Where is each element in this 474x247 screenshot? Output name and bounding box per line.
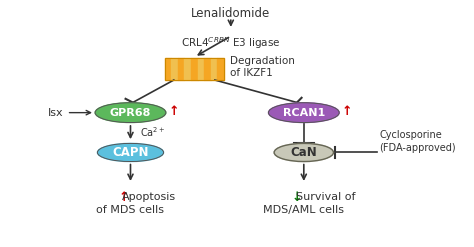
Ellipse shape [274, 144, 333, 162]
Text: of MDS cells: of MDS cells [97, 206, 164, 215]
Bar [184, 58, 191, 80]
Ellipse shape [95, 103, 166, 123]
Ellipse shape [268, 103, 339, 123]
Text: Degradation
of IKZF1: Degradation of IKZF1 [230, 56, 295, 78]
Bar [211, 58, 218, 80]
Text: Ca$^{2+}$: Ca$^{2+}$ [140, 125, 165, 139]
Text: CaN: CaN [291, 146, 317, 159]
Bar [164, 58, 224, 80]
Text: Lenalidomide: Lenalidomide [191, 7, 271, 20]
Text: Survival of: Survival of [296, 192, 355, 202]
Bar [191, 58, 198, 80]
Text: RCAN1: RCAN1 [283, 108, 325, 118]
Text: ↑: ↑ [118, 191, 128, 204]
Text: CAPN: CAPN [112, 146, 149, 159]
Bar [198, 58, 204, 80]
Bar [218, 58, 224, 80]
Bar [164, 58, 171, 80]
Ellipse shape [98, 144, 164, 162]
Text: Isx: Isx [47, 108, 63, 118]
Bar [178, 58, 184, 80]
Text: Apoptosis: Apoptosis [122, 192, 176, 202]
Text: Cyclosporine
(FDA-approved): Cyclosporine (FDA-approved) [379, 130, 456, 153]
Text: ↓: ↓ [292, 191, 302, 204]
Text: CRL4$^{CRBN}$ E3 ligase: CRL4$^{CRBN}$ E3 ligase [181, 35, 281, 51]
Text: ↑: ↑ [342, 105, 352, 118]
Text: MDS/AML cells: MDS/AML cells [264, 206, 344, 215]
Text: GPR68: GPR68 [110, 108, 151, 118]
Bar [171, 58, 178, 80]
Text: ↑: ↑ [168, 105, 179, 118]
Bar [204, 58, 211, 80]
